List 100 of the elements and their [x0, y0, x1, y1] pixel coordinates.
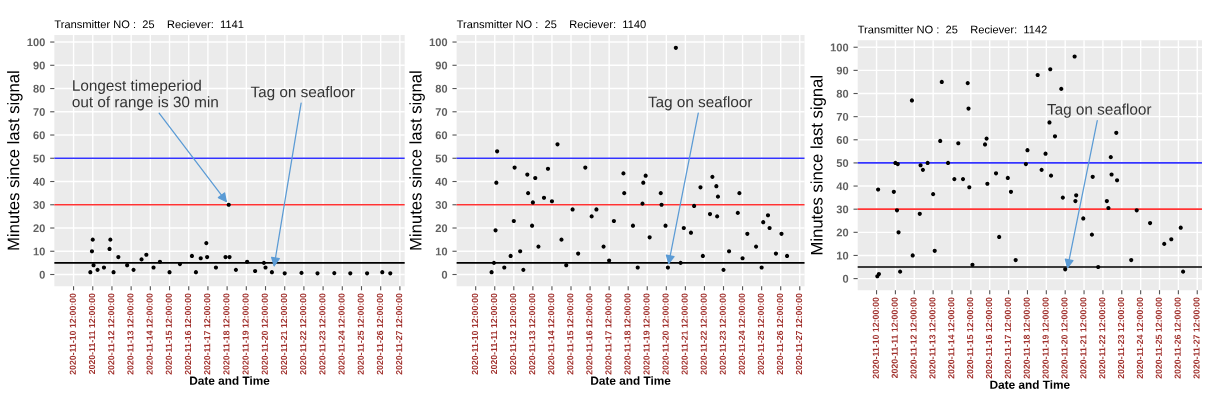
point	[261, 260, 266, 265]
point	[108, 237, 113, 242]
y-tick-label: 0	[39, 270, 45, 279]
point	[233, 267, 238, 272]
y-tick-label: 100	[429, 38, 448, 47]
x-tick-label: 2020-11-14 12:00:00	[548, 293, 555, 375]
x-axis-title: Date and Time	[591, 376, 671, 385]
x-tick-label: 2020-11-11 12:00:00	[88, 293, 96, 375]
x-tick-label: 2020-11-13 12:00:00	[529, 293, 536, 375]
y-axis-title: Minutes since last signal	[810, 76, 826, 255]
y-tick-label: 50	[33, 154, 45, 163]
x-tick-label: 2020-11-18 12:00:00	[1023, 297, 1030, 379]
x-tick-label: 2020-11-15 12:00:00	[165, 293, 172, 375]
x-tick-label: 2020-11-21 12:00:00	[1080, 297, 1087, 379]
x-axis-title: Date and Time	[190, 376, 270, 385]
x-tick-label: 2020-11-16 12:00:00	[586, 293, 593, 375]
annotation: Tag on seafloor	[648, 96, 753, 111]
y-tick-label: 100	[27, 38, 45, 47]
point	[299, 270, 304, 275]
y-tick-label: 20	[836, 228, 849, 237]
chart-title: Transmitter NO : 25 Reciever: 1142	[857, 25, 1047, 34]
y-tick-label: 0	[441, 270, 448, 279]
point	[198, 256, 203, 261]
point	[348, 271, 353, 276]
point	[111, 270, 116, 275]
x-tick-label: 2020-11-20 12:00:00	[1061, 297, 1068, 379]
x-axis-title: Date and Time	[990, 380, 1070, 389]
y-tick-label: 60	[435, 131, 448, 140]
point	[205, 254, 210, 260]
point	[388, 271, 393, 276]
x-tick-label: 2020-11-20 12:00:00	[662, 293, 669, 375]
x-tick-label: 2020-11-15 12:00:00	[967, 297, 974, 379]
x-tick-label: 2020-11-12 12:00:00	[910, 297, 917, 379]
y-tick-label: 80	[33, 84, 45, 93]
x-tick-label: 2020-11-17 12:00:00	[1004, 297, 1011, 379]
point	[88, 270, 93, 275]
y-tick-label: 60	[33, 131, 45, 140]
point	[263, 265, 268, 270]
x-tick-label: 2020-11-14 12:00:00	[146, 293, 153, 375]
y-tick-label: 30	[435, 201, 448, 209]
y-tick-label: 10	[435, 247, 448, 256]
x-tick-label: 2020-11-23 12:00:00	[319, 293, 326, 375]
x-tick-label: 2020-11-26 12:00:00	[376, 293, 384, 375]
y-tick-label: 0	[842, 274, 849, 283]
x-tick-label: 2020-11-18 12:00:00	[624, 293, 631, 375]
x-tick-label: 2020-11-27 12:00:00	[396, 293, 403, 375]
x-tick-label: 2020-11-12 12:00:00	[108, 293, 115, 375]
point	[204, 241, 209, 246]
point	[157, 259, 163, 264]
y-tick-label: 20	[33, 224, 45, 233]
y-tick-label: 90	[435, 61, 448, 70]
x-tick-label: 2020-11-21 12:00:00	[280, 293, 288, 375]
x-tick-label: 2020-11-21 12:00:00	[681, 293, 688, 375]
y-tick-label: 80	[836, 89, 849, 98]
point	[90, 237, 95, 242]
y-tick-label: 40	[33, 177, 45, 186]
x-tick-label: 2020-11-17 12:00:00	[605, 293, 612, 375]
y-tick-label: 50	[435, 154, 448, 163]
point	[151, 265, 156, 270]
point	[125, 263, 130, 268]
x-tick-label: 2020-11-24 12:00:00	[338, 293, 345, 375]
y-tick-label: 60	[836, 136, 849, 144]
x-tick-label: 2020-11-26 12:00:00	[776, 293, 784, 375]
y-axis-title: Minutes since last signal	[7, 71, 23, 250]
y-tick-label: 100	[830, 43, 849, 52]
x-tick-label: 2020-11-13 12:00:00	[127, 293, 134, 375]
x-tick-label: 2020-11-19 12:00:00	[242, 293, 249, 375]
point	[89, 249, 95, 254]
point	[189, 253, 195, 258]
point	[107, 246, 112, 252]
point	[332, 271, 337, 276]
chart-title: Transmitter NO : 25 Reciever: 1141	[54, 20, 244, 29]
point	[380, 270, 385, 275]
x-tick-label: 2020-11-19 12:00:00	[1042, 297, 1049, 379]
y-tick-label: 90	[33, 61, 45, 70]
x-tick-label: 2020-11-22 12:00:00	[1099, 297, 1106, 379]
x-tick-label: 2020-11-25 12:00:00	[1155, 297, 1162, 379]
x-tick-label: 2020-11-26 12:00:00	[1174, 297, 1181, 379]
x-tick-label: 2020-11-23 12:00:00	[719, 293, 726, 375]
point	[226, 202, 231, 207]
x-tick-label: 2020-11-11 12:00:00	[891, 297, 898, 379]
point	[245, 259, 250, 264]
point	[95, 267, 100, 272]
x-tick-label: 2020-11-24 12:00:00	[738, 293, 745, 375]
annotation: Tag on seafloor	[250, 86, 355, 101]
point	[101, 265, 107, 270]
y-tick-label: 90	[836, 66, 849, 75]
annotation: Longest timeperiod out of range is 30 min	[72, 79, 218, 111]
x-tick-label: 2020-11-16 12:00:00	[985, 297, 993, 379]
x-tick-label: 2020-11-10 12:00:00	[872, 297, 879, 379]
point	[144, 252, 149, 257]
chart-title: Transmitter NO : 25 Reciever: 1140	[456, 20, 646, 29]
y-tick-label: 40	[836, 182, 849, 191]
y-tick-label: 40	[435, 177, 448, 186]
y-tick-label: 10	[836, 251, 849, 260]
y-axis-title: Minutes since last signal	[409, 71, 425, 250]
x-tick-label: 2020-11-12 12:00:00	[509, 293, 517, 375]
x-tick-label: 2020-11-25 12:00:00	[357, 293, 364, 375]
x-tick-label: 2020-11-25 12:00:00	[757, 293, 764, 375]
x-tick-label: 2020-11-27 12:00:00	[795, 293, 803, 375]
